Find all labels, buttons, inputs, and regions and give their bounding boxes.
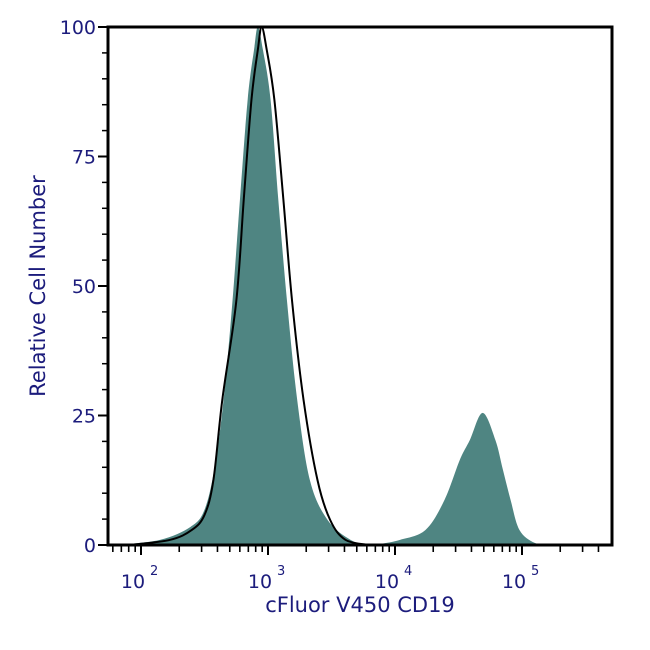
y-axis-label: Relative Cell Number [26,175,50,397]
y-tick-label: 0 [84,535,96,557]
plot-frame [106,25,614,547]
y-tick-label: 25 [72,406,96,428]
x-tick-exponent: 3 [277,564,285,579]
x-tick-exponent: 2 [150,564,158,579]
y-tick-label: 50 [72,276,96,298]
y-tick-label: 100 [60,17,96,39]
x-tick-label: 10 [121,571,145,593]
x-axis-label: cFluor V450 CD19 [265,593,455,617]
x-tick-exponent: 4 [404,564,412,579]
series-filled-histogram [115,27,550,545]
x-tick-label: 10 [502,571,526,593]
series-control-line [129,25,370,545]
y-tick-label: 75 [72,147,96,169]
x-tick-label: 10 [375,571,399,593]
x-tick-label: 10 [248,571,272,593]
x-tick-exponent: 5 [531,564,539,579]
